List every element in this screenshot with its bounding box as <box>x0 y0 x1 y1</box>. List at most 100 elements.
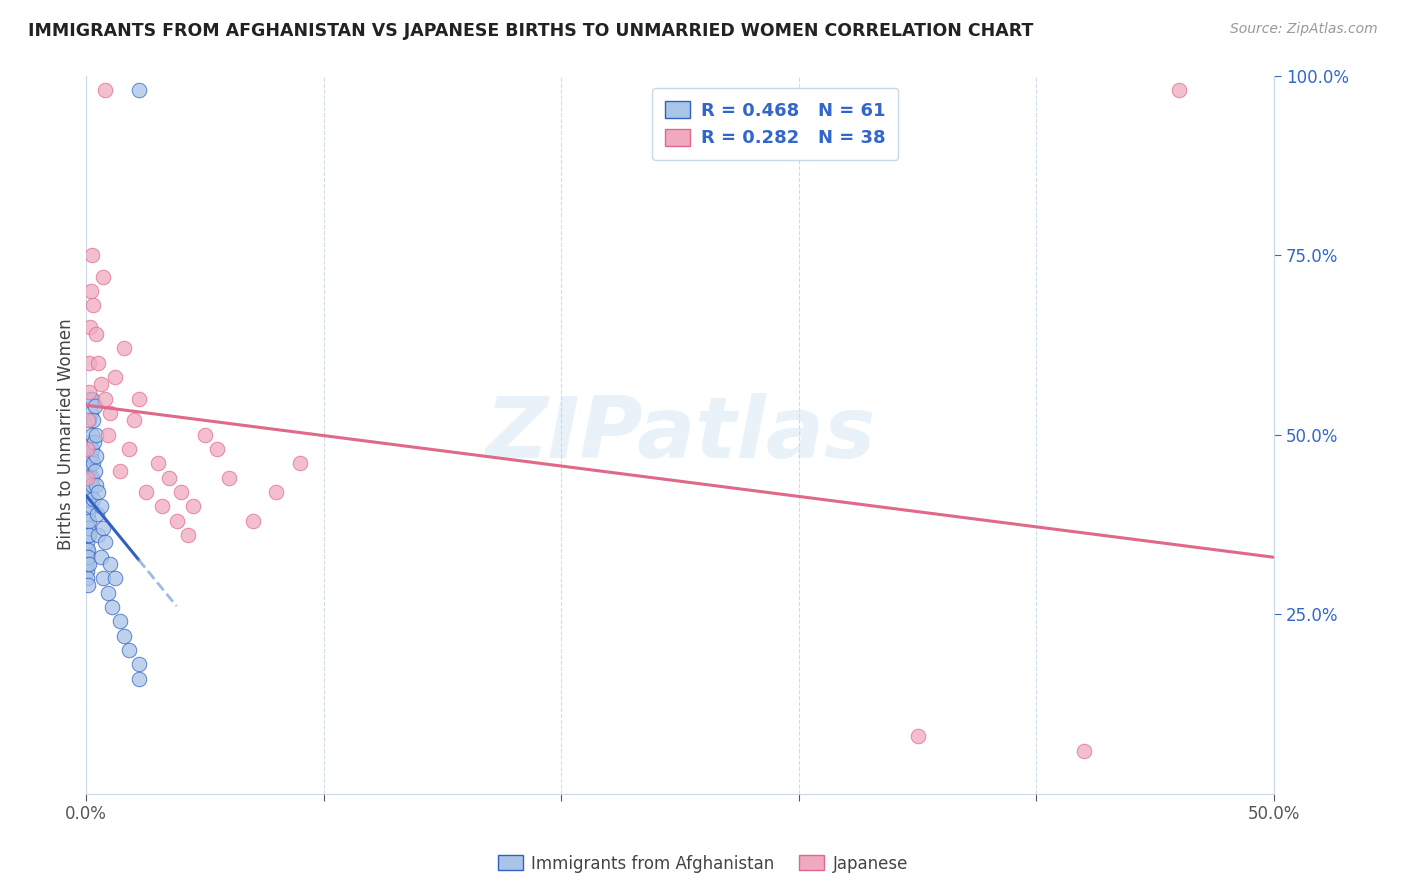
Point <box>91 521 114 535</box>
Point <box>218 471 240 485</box>
Point <box>76 564 98 578</box>
Legend: R = 0.468   N = 61, R = 0.282   N = 38: R = 0.468 N = 61, R = 0.282 N = 38 <box>652 88 898 160</box>
Point <box>76 571 98 585</box>
Point <box>87 356 110 370</box>
Point <box>77 549 100 564</box>
Point <box>97 427 120 442</box>
Point <box>77 356 100 370</box>
Point <box>150 500 173 514</box>
Point <box>80 471 103 485</box>
Point <box>77 478 100 492</box>
Point <box>77 384 100 399</box>
Point <box>79 413 101 427</box>
Point <box>76 528 98 542</box>
Point <box>907 729 929 743</box>
Point <box>77 528 100 542</box>
Point <box>79 471 101 485</box>
Point <box>122 413 145 427</box>
Point <box>166 514 188 528</box>
Point <box>104 571 127 585</box>
Point <box>1073 743 1095 757</box>
Point <box>94 392 117 406</box>
Point <box>87 485 110 500</box>
Point <box>146 456 169 470</box>
Point <box>84 327 107 342</box>
Point <box>80 500 103 514</box>
Point <box>77 413 100 427</box>
Point <box>87 528 110 542</box>
Point <box>79 319 101 334</box>
Point <box>94 83 117 97</box>
Point <box>90 500 112 514</box>
Point <box>118 643 141 657</box>
Legend: Immigrants from Afghanistan, Japanese: Immigrants from Afghanistan, Japanese <box>491 848 915 880</box>
Point <box>76 542 98 557</box>
Point <box>97 585 120 599</box>
Point <box>82 298 104 312</box>
Point <box>84 478 107 492</box>
Point <box>79 456 101 470</box>
Point <box>80 427 103 442</box>
Point <box>159 471 181 485</box>
Point <box>91 269 114 284</box>
Point <box>77 442 100 456</box>
Point <box>80 449 103 463</box>
Point <box>112 629 135 643</box>
Point <box>76 542 98 557</box>
Point <box>84 427 107 442</box>
Point <box>76 442 98 456</box>
Point <box>82 442 104 456</box>
Point <box>83 434 105 449</box>
Point <box>80 392 103 406</box>
Point <box>135 485 157 500</box>
Point <box>82 492 104 507</box>
Y-axis label: Births to Unmarried Women: Births to Unmarried Women <box>58 318 75 550</box>
Point <box>266 485 288 500</box>
Point <box>98 557 121 571</box>
Point <box>79 406 101 420</box>
Point <box>79 485 101 500</box>
Point <box>76 471 98 485</box>
Text: IMMIGRANTS FROM AFGHANISTAN VS JAPANESE BIRTHS TO UNMARRIED WOMEN CORRELATION CH: IMMIGRANTS FROM AFGHANISTAN VS JAPANESE … <box>28 22 1033 40</box>
Point <box>181 500 204 514</box>
Point <box>205 442 228 456</box>
Point <box>79 434 101 449</box>
Point <box>118 442 141 456</box>
Point <box>242 514 264 528</box>
Point <box>108 463 131 477</box>
Point <box>83 399 105 413</box>
Point <box>77 557 100 571</box>
Point <box>86 507 108 521</box>
Point <box>128 392 150 406</box>
Point <box>101 599 124 614</box>
Point <box>80 284 103 298</box>
Point <box>77 514 100 528</box>
Point <box>82 478 104 492</box>
Point <box>76 514 98 528</box>
Point <box>77 507 100 521</box>
Point <box>128 672 150 686</box>
Point <box>76 549 98 564</box>
Point <box>194 427 217 442</box>
Point <box>112 342 135 356</box>
Point <box>77 463 100 477</box>
Point <box>104 370 127 384</box>
Point <box>82 456 104 470</box>
Point <box>128 83 150 97</box>
Point <box>76 557 98 571</box>
Point <box>108 615 131 629</box>
Point <box>170 485 193 500</box>
Point <box>77 492 100 507</box>
Text: ZIPatlas: ZIPatlas <box>485 393 876 476</box>
Point <box>90 377 112 392</box>
Point <box>177 528 200 542</box>
Point <box>94 535 117 549</box>
Point <box>82 413 104 427</box>
Point <box>128 657 150 672</box>
Point <box>288 456 311 470</box>
Point <box>91 571 114 585</box>
Point <box>77 521 100 535</box>
Point <box>83 463 105 477</box>
Text: Source: ZipAtlas.com: Source: ZipAtlas.com <box>1230 22 1378 37</box>
Point <box>84 449 107 463</box>
